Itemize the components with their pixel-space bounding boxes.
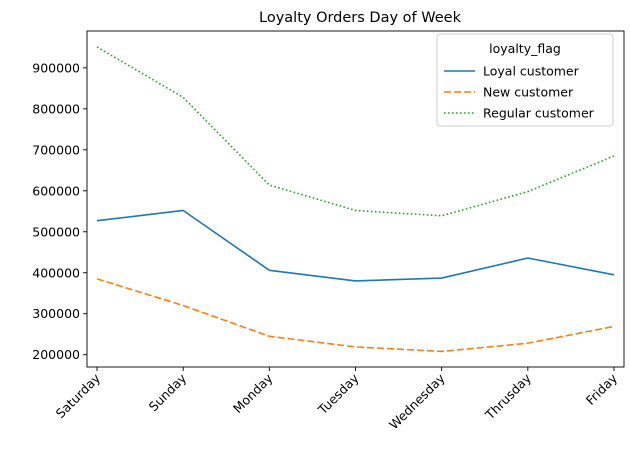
data-point	[613, 325, 615, 327]
data-point	[96, 278, 98, 280]
data-point	[182, 96, 184, 98]
y-tick-label: 900000	[32, 60, 80, 75]
series-line	[96, 278, 615, 353]
data-point	[182, 209, 184, 211]
data-point	[182, 304, 184, 306]
data-point	[440, 215, 442, 217]
data-point	[268, 335, 270, 337]
y-tick-label: 800000	[32, 101, 80, 116]
x-tick-label: Wednesday	[386, 370, 448, 432]
y-tick-label: 600000	[32, 183, 80, 198]
y-tick-label: 200000	[32, 347, 80, 362]
y-tick-label: 300000	[32, 306, 80, 321]
x-tick-label: Friday	[583, 370, 621, 408]
legend-label: New customer	[483, 85, 574, 100]
x-tick-label: Tuesday	[314, 370, 362, 418]
legend-label: Regular customer	[483, 106, 595, 121]
data-point	[96, 220, 98, 222]
data-point	[268, 184, 270, 186]
y-tick-label: 500000	[32, 224, 80, 239]
data-point	[527, 190, 529, 192]
x-tick-label: Saturday	[53, 370, 104, 421]
legend-label: Loyal customer	[483, 64, 580, 79]
data-point	[354, 346, 356, 348]
chart-title: Loyalty Orders Day of Week	[259, 10, 462, 26]
y-tick-label: 700000	[32, 142, 80, 157]
series-line	[96, 209, 615, 282]
series-line	[96, 46, 615, 217]
data-point	[440, 350, 442, 352]
data-point	[354, 280, 356, 282]
x-tick-label: Thrusday	[482, 370, 535, 423]
data-point	[613, 155, 615, 157]
data-point	[96, 46, 98, 48]
data-point	[440, 277, 442, 279]
legend-frame	[436, 33, 614, 127]
data-point	[268, 269, 270, 271]
legend: loyalty_flag Loyal customer New customer R…	[436, 33, 614, 127]
x-tick-label: Monday	[230, 370, 276, 416]
data-point	[613, 274, 615, 276]
y-tick-label: 400000	[32, 265, 80, 280]
x-tick-label: Sunday	[146, 370, 190, 414]
data-point	[527, 342, 529, 344]
data-point	[354, 209, 356, 211]
legend-title: loyalty_flag	[489, 41, 561, 56]
data-point	[527, 257, 529, 259]
